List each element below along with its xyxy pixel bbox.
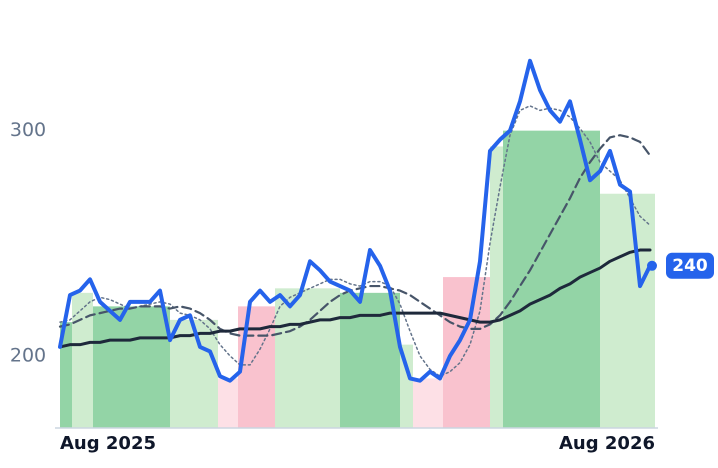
shade-region bbox=[170, 319, 218, 428]
shade-region bbox=[93, 306, 170, 428]
y-tick-label: 200 bbox=[10, 344, 46, 366]
last-value-badge bbox=[666, 252, 714, 279]
last-point-dot bbox=[647, 260, 657, 271]
shade-region bbox=[503, 130, 600, 428]
x-tick-label: Aug 2026 bbox=[559, 433, 655, 454]
y-tick-label: 300 bbox=[10, 119, 46, 141]
shade-region bbox=[400, 344, 413, 428]
series-line bbox=[58, 248, 652, 349]
shade-region bbox=[238, 306, 275, 428]
series-line bbox=[58, 134, 652, 337]
shade-region bbox=[72, 292, 93, 428]
shade-region bbox=[218, 378, 238, 428]
shade-region bbox=[490, 146, 503, 428]
shade-region bbox=[60, 322, 72, 428]
shade-region bbox=[413, 378, 443, 428]
x-tick-label: Aug 2025 bbox=[60, 433, 156, 454]
last-value-label: 240 bbox=[672, 256, 708, 276]
shade-region bbox=[275, 288, 340, 428]
shade-region bbox=[600, 193, 655, 428]
series-line bbox=[58, 58, 652, 383]
series-line bbox=[59, 105, 651, 377]
